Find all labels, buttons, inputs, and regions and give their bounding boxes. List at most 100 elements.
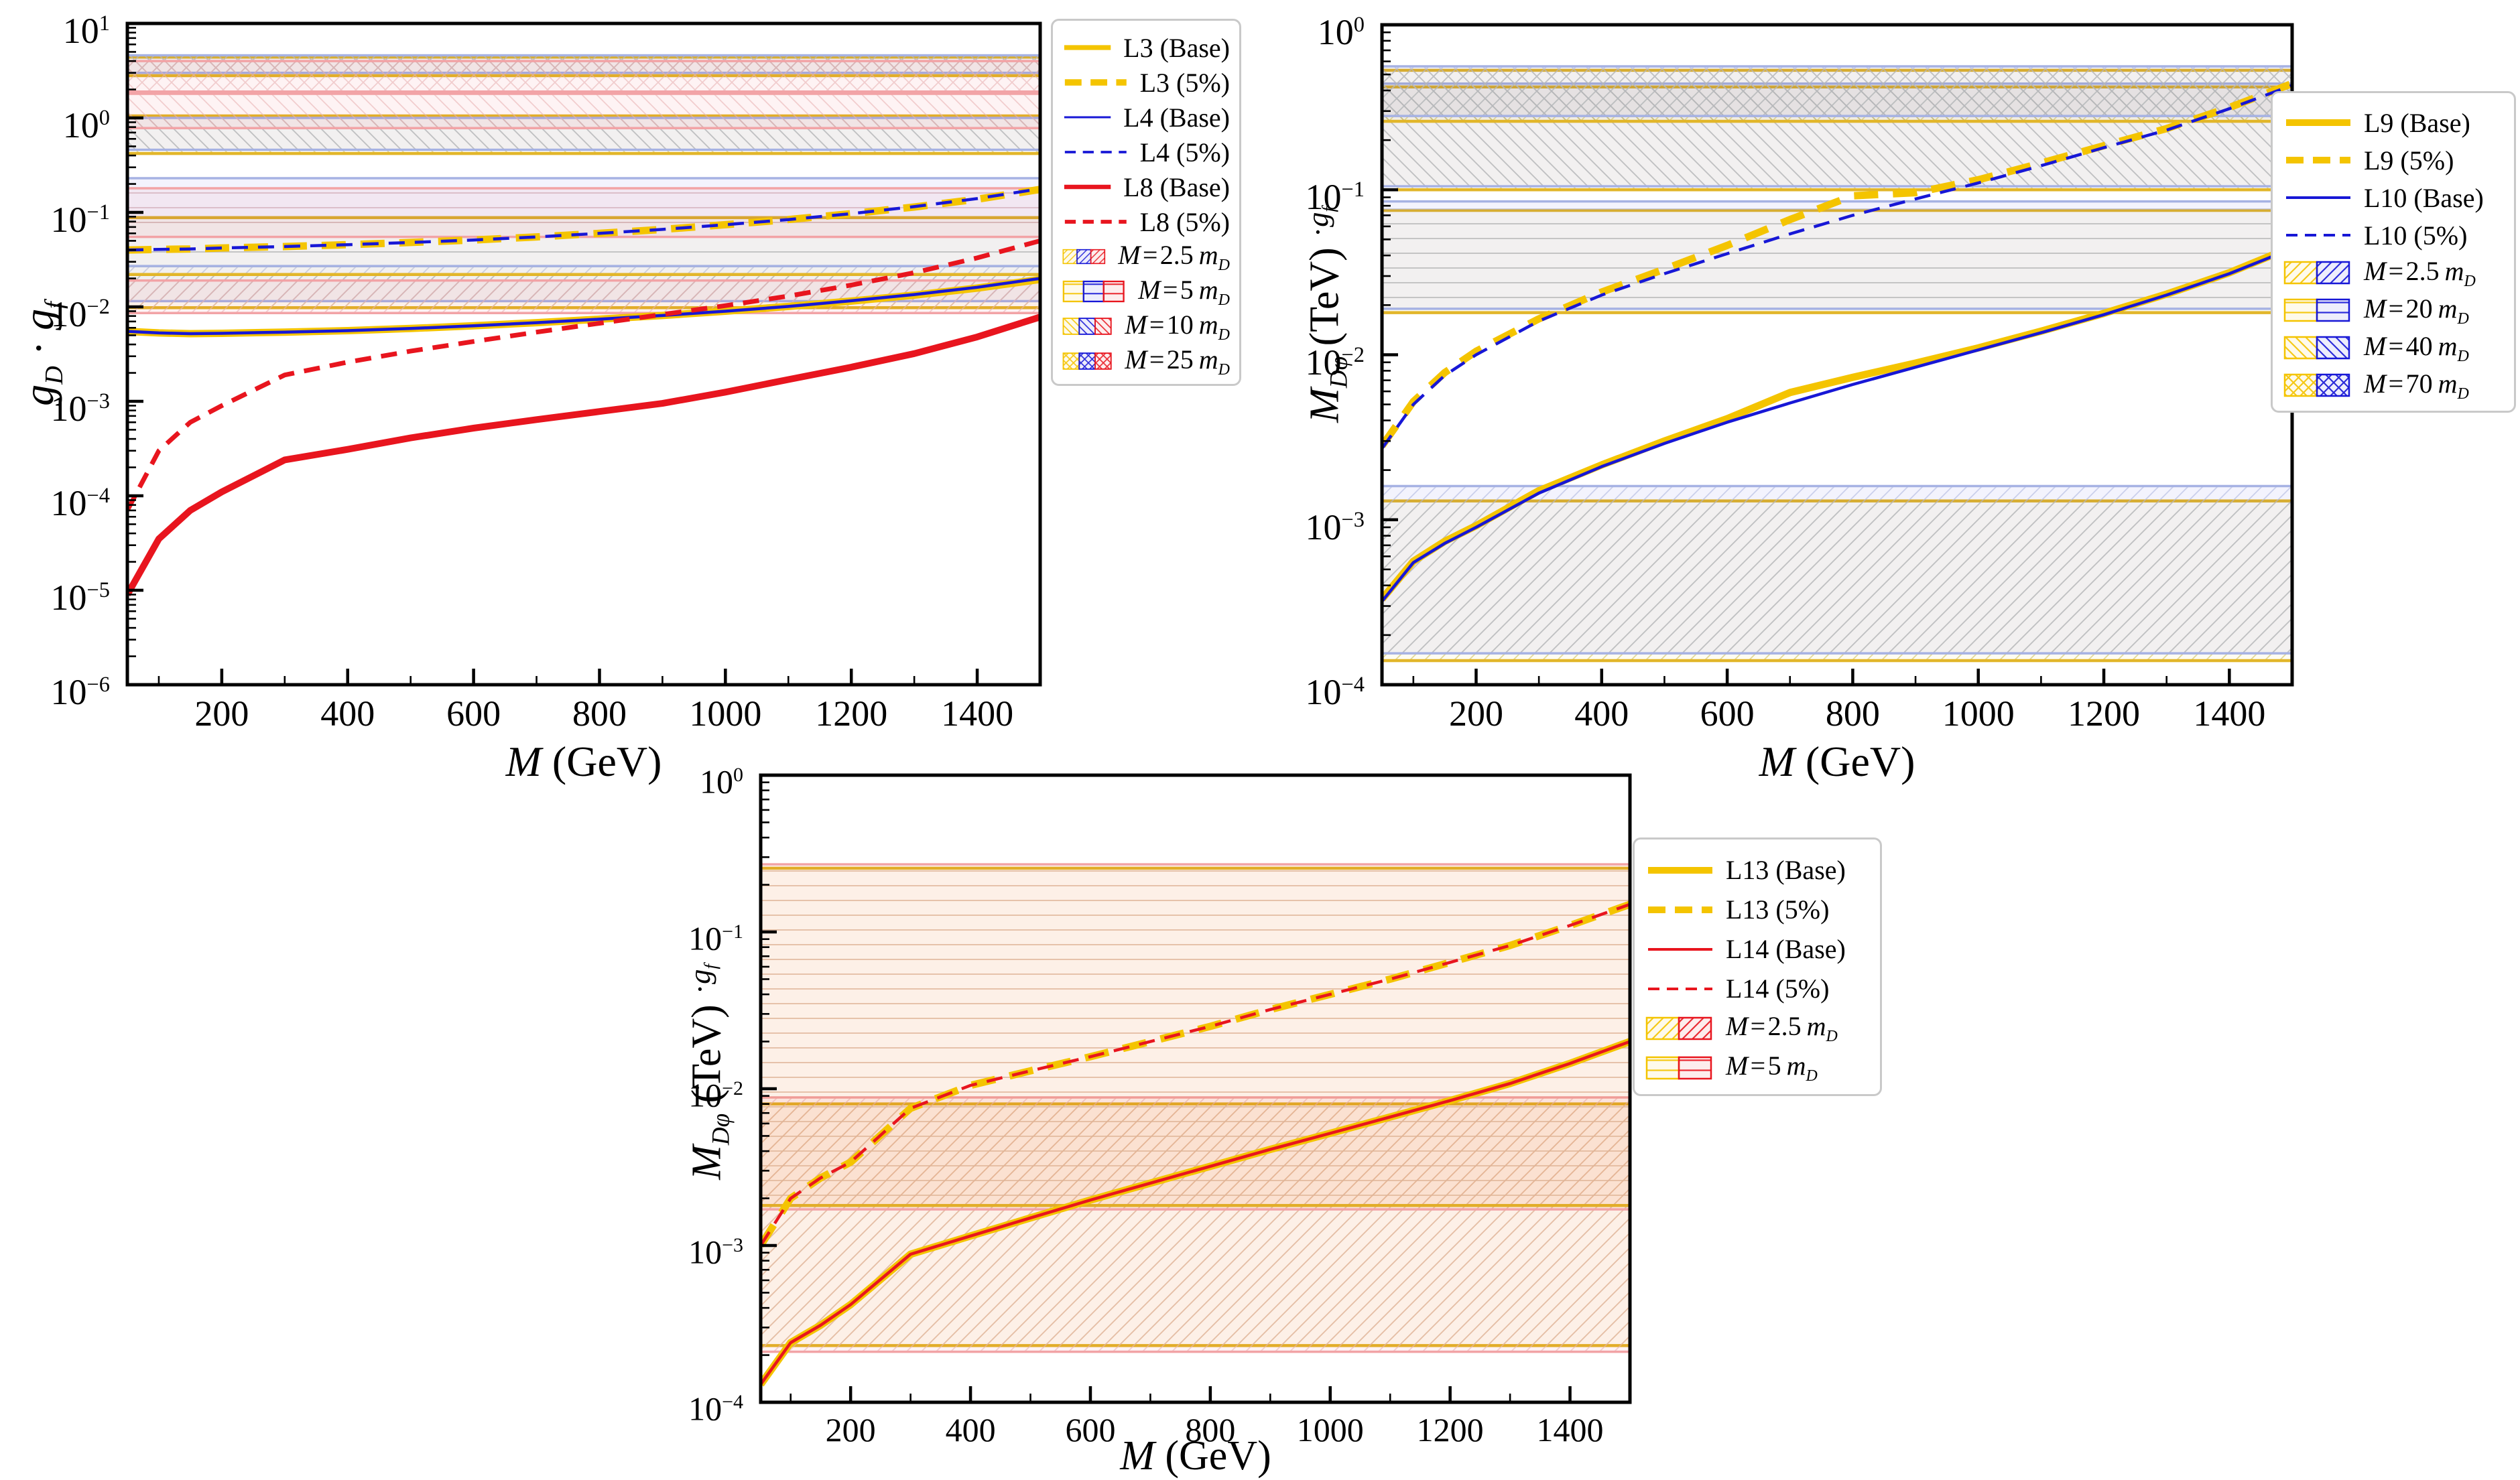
y-axis-label: MDφ (TeV) ·gf bbox=[683, 964, 735, 1180]
legend-entry: M = 2.5 mD bbox=[1062, 239, 1230, 274]
x-tick-label: 800 bbox=[1185, 1411, 1236, 1449]
curve-l8-5 bbox=[127, 239, 1040, 512]
x-tick-label: 1200 bbox=[815, 693, 888, 734]
legend-entry: L3 (5%) bbox=[1062, 65, 1230, 100]
curves bbox=[127, 186, 1040, 596]
x-tick-label: 200 bbox=[1448, 693, 1503, 734]
curve-l14-5 bbox=[761, 902, 1630, 1247]
y-tick-label: 10−3 bbox=[50, 389, 110, 429]
legend-entry: M = 25 mD bbox=[1062, 344, 1230, 379]
curve-l9-5 bbox=[1382, 80, 2292, 448]
legend-line-sample bbox=[1064, 45, 1111, 50]
legend-entry: L8 (Base) bbox=[1062, 170, 1230, 204]
legend-line-sample bbox=[1648, 947, 1712, 951]
legend-entry-label: M = 2.5 mD bbox=[1118, 239, 1230, 274]
x-tick-label: 400 bbox=[320, 693, 375, 734]
legend-entry-label: M = 40 mD bbox=[2364, 330, 2469, 365]
legend-entry-label: L3 (Base) bbox=[1123, 32, 1230, 63]
x-axis-label: M (GeV) bbox=[505, 738, 662, 785]
plot-inner bbox=[1382, 65, 2292, 663]
x-axis-label: M (GeV) bbox=[1759, 738, 1915, 785]
band-blue-horiz bbox=[1382, 200, 2292, 310]
curve-l4-base bbox=[127, 277, 1040, 336]
curve-l10-5 bbox=[1382, 84, 2292, 450]
legend-entry: L10 (5%) bbox=[2283, 216, 2503, 254]
legend-line-sample bbox=[1648, 866, 1712, 874]
legend-entry: L13 (Base) bbox=[1645, 850, 1869, 890]
y-tick-label: 10−4 bbox=[688, 1390, 743, 1428]
legend-band-swatch bbox=[2283, 373, 2350, 397]
legend-entry-label: M = 2.5 mD bbox=[2364, 255, 2476, 290]
curve-l14-base bbox=[761, 1040, 1630, 1386]
legend-entry-label: L8 (Base) bbox=[1123, 172, 1230, 202]
legend-line-sample bbox=[1064, 79, 1127, 86]
legend-entry-label: M = 2.5 mD bbox=[1726, 1011, 1838, 1045]
x-tick-label: 1400 bbox=[941, 693, 1014, 734]
legend-entry: L9 (Base) bbox=[2283, 104, 2503, 141]
axis-frame bbox=[759, 773, 1632, 1404]
legend-band-swatch bbox=[1645, 1016, 1712, 1040]
x-tick-label: 400 bbox=[945, 1411, 996, 1449]
band-red-cross bbox=[127, 60, 1040, 93]
legend-entry: M = 2.5 mD bbox=[1645, 1008, 1869, 1048]
x-tick-label: 800 bbox=[572, 693, 627, 734]
legend-line-sample bbox=[2286, 196, 2350, 199]
band-red-bdiag bbox=[127, 92, 1040, 129]
legend-entry-label: L13 (5%) bbox=[1726, 894, 1830, 925]
y-tick-label: 10−3 bbox=[1305, 507, 1365, 547]
y-tick-label: 10−6 bbox=[50, 672, 110, 712]
plot-area-top-right bbox=[1380, 23, 2294, 687]
legend-entry: L4 (Base) bbox=[1062, 100, 1230, 135]
legend-entry-label: L10 (5%) bbox=[2364, 220, 2468, 251]
legend-entry-label: L4 (Base) bbox=[1123, 102, 1230, 133]
legend-entry-label: M = 5 mD bbox=[1138, 274, 1230, 309]
legend-line-sample bbox=[1064, 220, 1127, 224]
y-tick-label: 10−2 bbox=[688, 1076, 743, 1114]
curve-l4-5 bbox=[127, 187, 1040, 252]
y-tick-label: 100 bbox=[62, 105, 110, 145]
plot-inner bbox=[127, 54, 1040, 596]
y-tick-label: 10−3 bbox=[688, 1233, 743, 1271]
x-tick-label: 1200 bbox=[1416, 1411, 1484, 1449]
band-blue-cross bbox=[1382, 65, 2292, 117]
x-tick-label: 1400 bbox=[2193, 693, 2266, 734]
legend-entry-label: L9 (Base) bbox=[2364, 107, 2470, 138]
exclusion-bands bbox=[761, 863, 1630, 1353]
x-tick-label: 200 bbox=[194, 693, 249, 734]
y-tick-label: 10−4 bbox=[50, 483, 110, 523]
legend-line-sample bbox=[1648, 906, 1712, 913]
legend: L9 (Base) L9 (5%) L10 (Base) L10 (5%) M = 2.… bbox=[2271, 91, 2516, 413]
legend-entry-label: L8 (5%) bbox=[1139, 206, 1230, 237]
legend-entry-label: L13 (Base) bbox=[1726, 855, 1846, 885]
legend-entry-label: M = 20 mD bbox=[2364, 293, 2469, 328]
band-red-horiz bbox=[127, 187, 1040, 239]
x-tick-label: 600 bbox=[446, 693, 501, 734]
legend-band-swatch bbox=[2283, 298, 2350, 322]
legend-entry: L9 (5%) bbox=[2283, 141, 2503, 179]
legend-entry: L13 (5%) bbox=[1645, 890, 1869, 929]
legend: L13 (Base) L13 (5%) L14 (Base) L14 (5%) M = … bbox=[1633, 837, 1882, 1096]
legend-entry: M = 70 mD bbox=[2283, 366, 2503, 404]
legend-line-sample bbox=[1064, 116, 1111, 119]
plot-area-top-left bbox=[125, 21, 1042, 687]
x-tick-label: 1200 bbox=[2068, 693, 2141, 734]
x-tick-label: 1000 bbox=[1296, 1411, 1364, 1449]
legend-line-sample bbox=[1064, 151, 1127, 153]
legend-band-swatch bbox=[2283, 336, 2350, 360]
legend-entry: L8 (5%) bbox=[1062, 204, 1230, 239]
y-tick-label: 100 bbox=[1317, 12, 1365, 52]
y-tick-label: 10−1 bbox=[1305, 177, 1365, 218]
y-tick-label: 10−2 bbox=[50, 294, 110, 334]
curves bbox=[761, 900, 1630, 1387]
legend-line-sample bbox=[2286, 234, 2350, 237]
y-tick-label: 100 bbox=[700, 762, 743, 801]
curve-l8-base bbox=[127, 314, 1040, 596]
y-tick-label: 10−5 bbox=[50, 578, 110, 618]
axis-frame bbox=[125, 21, 1042, 687]
legend-entry-label: M = 25 mD bbox=[1125, 344, 1230, 379]
legend-entry: M = 5 mD bbox=[1645, 1048, 1869, 1087]
x-tick-label: 200 bbox=[825, 1411, 876, 1449]
legend-band-swatch bbox=[1062, 318, 1112, 335]
curves bbox=[1382, 80, 2292, 603]
